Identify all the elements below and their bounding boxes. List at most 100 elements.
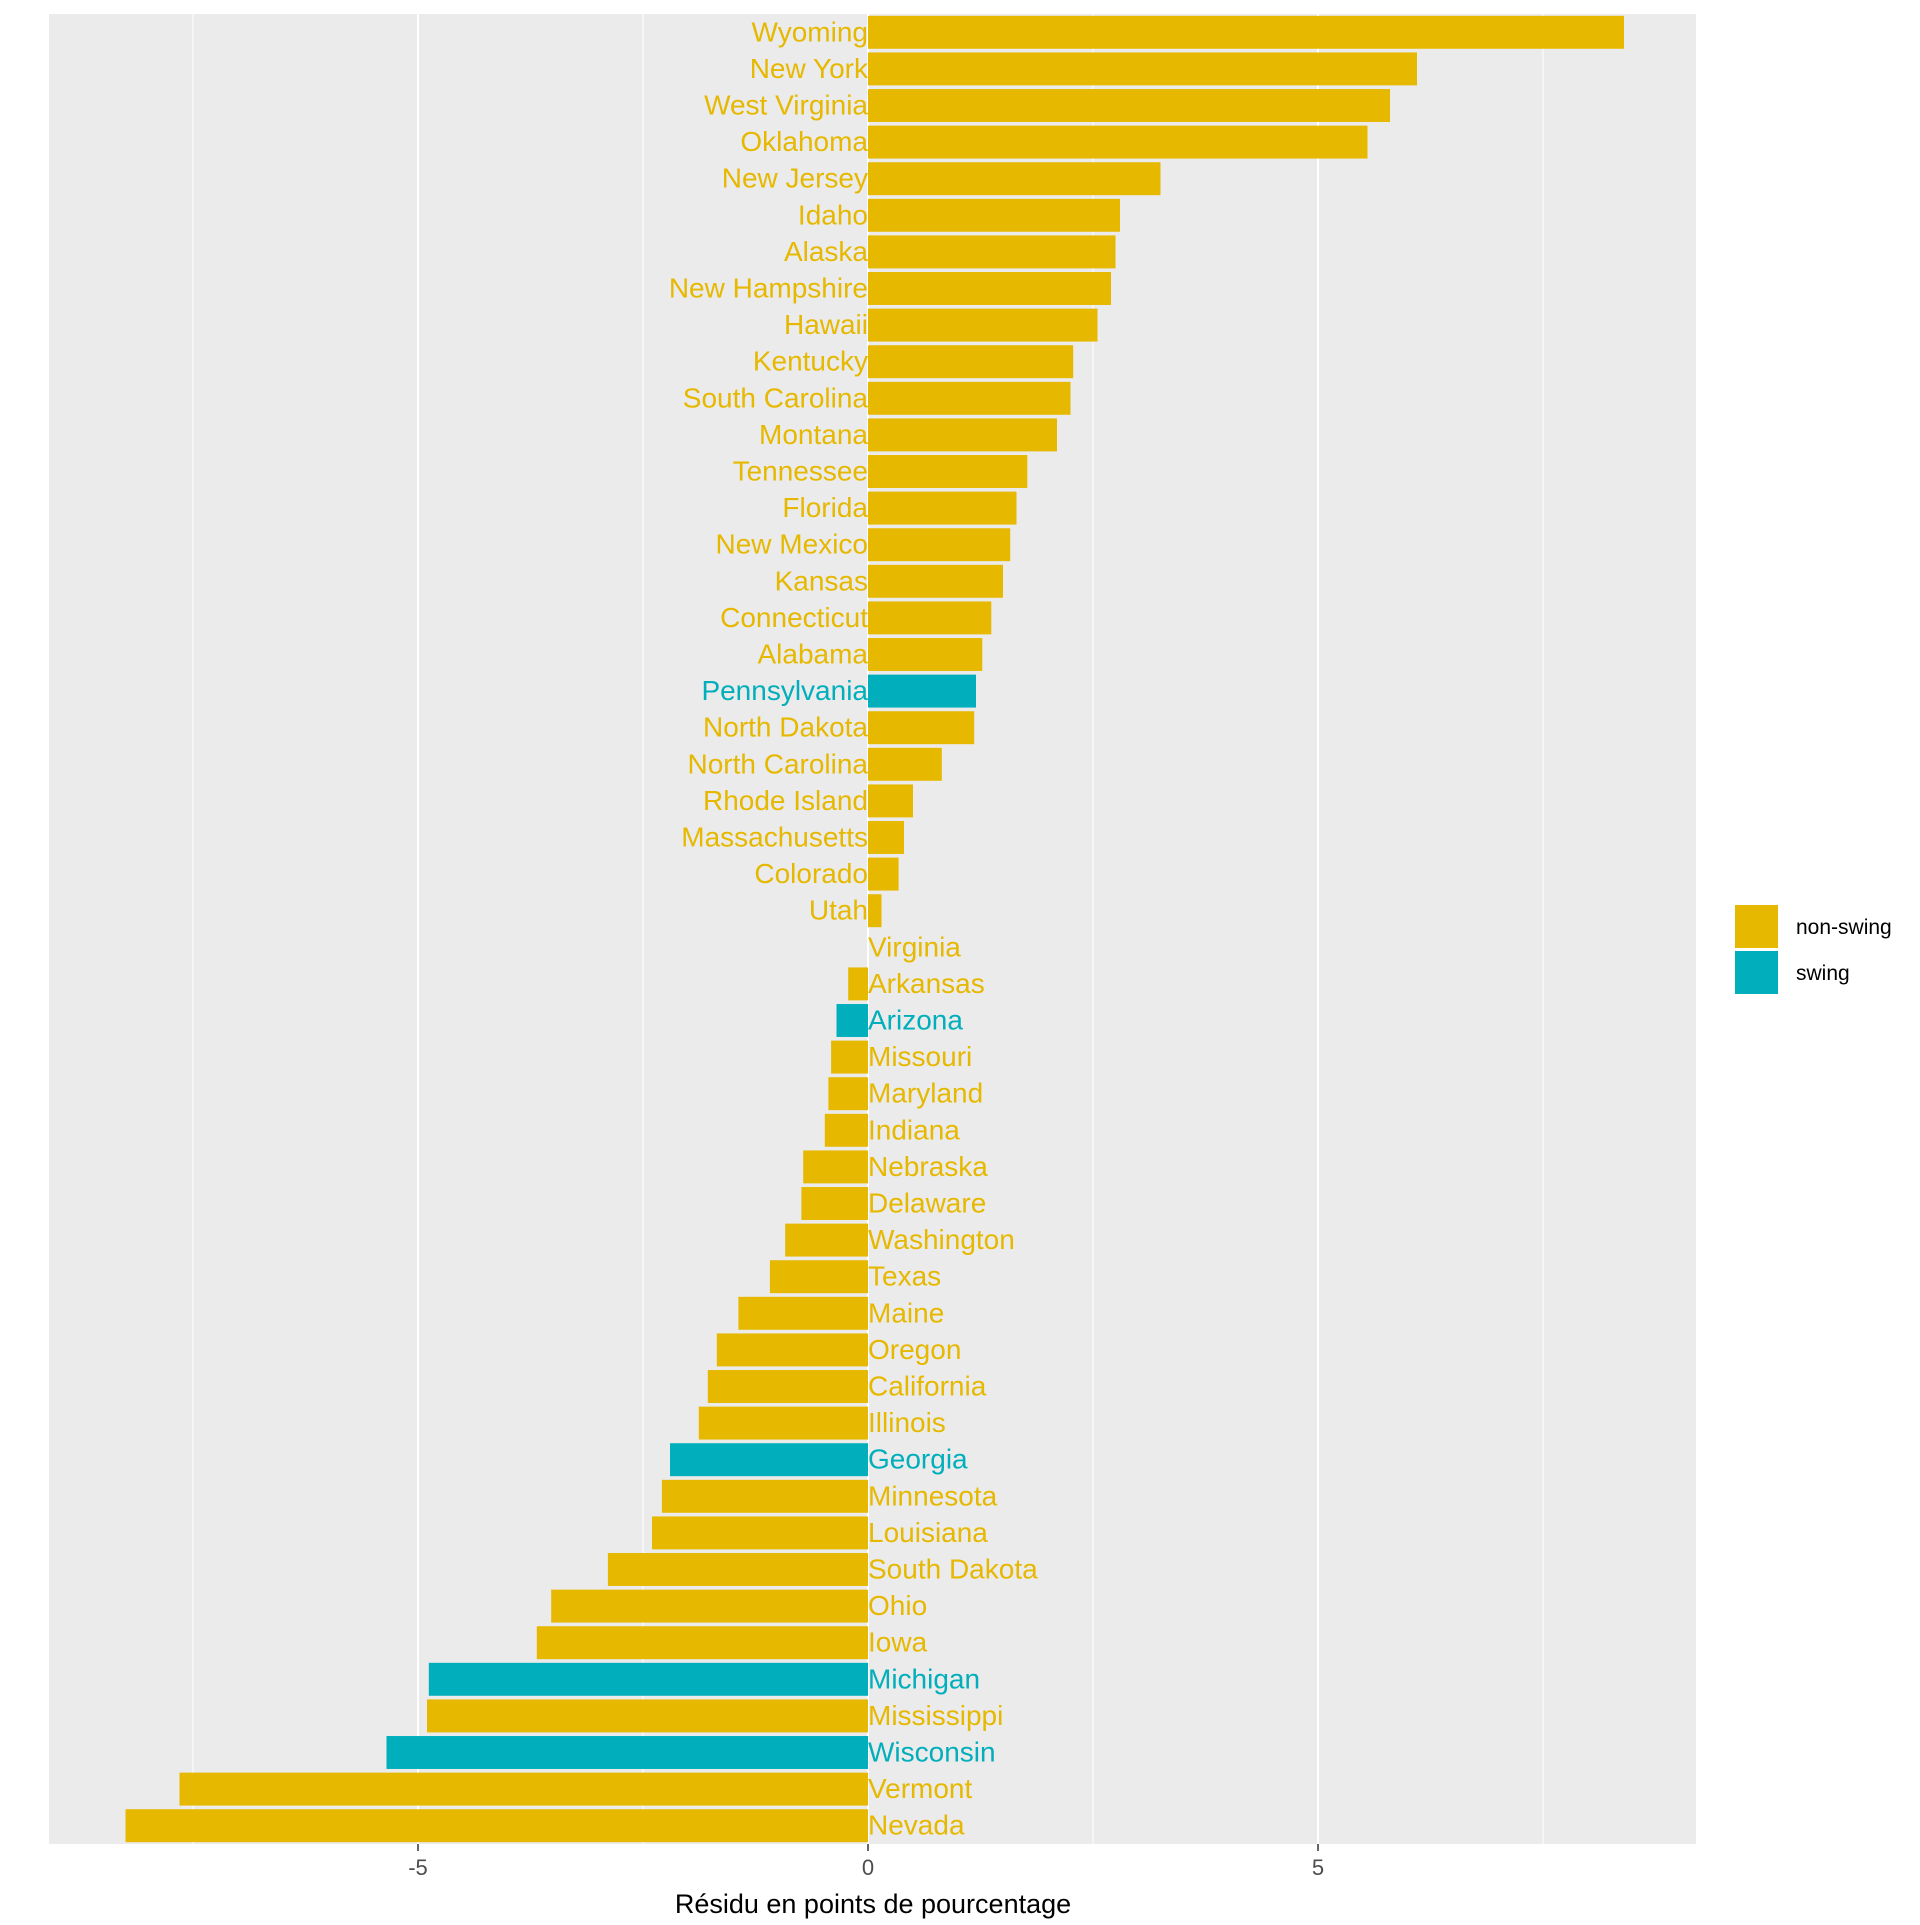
bar-north-carolina xyxy=(868,747,942,781)
bar-label: Indiana xyxy=(868,1114,960,1145)
bar-label: Washington xyxy=(868,1224,1015,1255)
bar-label: Wisconsin xyxy=(868,1737,996,1768)
bar-label: Oklahoma xyxy=(740,126,868,157)
bar-north-dakota xyxy=(868,711,975,745)
bar-montana xyxy=(868,418,1057,452)
legend-label: non-swing xyxy=(1796,916,1892,939)
bar-label: Texas xyxy=(868,1261,941,1292)
bar-nebraska xyxy=(803,1150,868,1184)
bar-label: California xyxy=(868,1371,987,1402)
bar-west-virginia xyxy=(868,89,1390,122)
x-axis-title: Résidu en points de pourcentage xyxy=(675,1889,1071,1919)
bar-kansas xyxy=(868,564,1003,598)
bar-label: North Carolina xyxy=(687,748,868,779)
bar-georgia xyxy=(670,1443,868,1477)
bar-label: Tennessee xyxy=(733,456,868,487)
bar-wyoming xyxy=(868,15,1624,49)
bar-colorado xyxy=(868,857,899,891)
bar-label: Louisiana xyxy=(868,1517,988,1548)
legend-label: swing xyxy=(1796,962,1850,985)
bar-label: New York xyxy=(750,53,869,84)
bar-label: Mississippi xyxy=(868,1700,1003,1731)
bar-south-dakota xyxy=(607,1553,868,1586)
bar-pennsylvania xyxy=(868,674,976,708)
bar-label: Kansas xyxy=(775,565,868,596)
bar-maine xyxy=(738,1296,868,1330)
bar-minnesota xyxy=(661,1479,868,1513)
bar-label: New Mexico xyxy=(716,529,868,560)
bar-nevada xyxy=(125,1809,868,1843)
bar-massachusetts xyxy=(868,821,904,854)
legend-key-swing xyxy=(1735,951,1778,994)
bar-label: Maryland xyxy=(868,1078,983,1109)
bar-label: Arizona xyxy=(868,1005,963,1036)
bar-louisiana xyxy=(652,1516,868,1550)
bar-label: West Virginia xyxy=(704,90,868,121)
bar-label: Maine xyxy=(868,1297,944,1328)
x-tick-label: -5 xyxy=(408,1855,428,1880)
bar-wisconsin xyxy=(386,1736,868,1769)
bar-label: Kentucky xyxy=(753,346,868,377)
bar-labels: Wyoming New York West Virginia Oklahoma New … xyxy=(669,16,1038,1840)
bar-arkansas xyxy=(848,967,868,1001)
bar-label: Idaho xyxy=(798,199,868,230)
bar-washington xyxy=(785,1223,868,1257)
bar-vermont xyxy=(179,1772,868,1806)
bar-label: Pennsylvania xyxy=(701,675,868,706)
bar-label: Florida xyxy=(782,492,868,523)
bar-kentucky xyxy=(868,345,1074,379)
bar-florida xyxy=(868,491,1017,525)
bar-label: Montana xyxy=(759,419,868,450)
bar-missouri xyxy=(831,1040,868,1074)
bar-new-jersey xyxy=(868,162,1161,196)
bar-label: Hawaii xyxy=(784,309,868,340)
bar-mississippi xyxy=(427,1699,868,1733)
legend-key-non-swing xyxy=(1735,905,1778,948)
bar-indiana xyxy=(824,1113,868,1147)
bar-connecticut xyxy=(868,601,992,635)
bar-label: Alabama xyxy=(757,639,868,670)
bar-label: Georgia xyxy=(868,1444,968,1475)
bar-label: New Hampshire xyxy=(669,273,868,304)
bar-new-mexico xyxy=(868,528,1011,562)
x-tick-label: 5 xyxy=(1312,1855,1324,1880)
bar-arizona xyxy=(836,1004,868,1037)
bar-alaska xyxy=(868,235,1116,269)
bar-label: Oregon xyxy=(868,1334,961,1365)
bar-label: Michigan xyxy=(868,1663,980,1694)
bar-label: Nevada xyxy=(868,1810,965,1841)
bar-rhode-island xyxy=(868,784,913,818)
bar-utah xyxy=(868,894,882,928)
bar-ohio xyxy=(551,1589,868,1623)
bar-label: Vermont xyxy=(868,1773,972,1804)
bar-label: Rhode Island xyxy=(703,785,868,816)
bar-label: Missouri xyxy=(868,1041,972,1072)
bar-label: Colorado xyxy=(754,858,868,889)
bar-delaware xyxy=(801,1187,868,1220)
x-axis: -5 0 5 xyxy=(408,1844,1324,1880)
bar-label: Iowa xyxy=(868,1627,928,1658)
bar-alabama xyxy=(868,638,983,671)
bar-idaho xyxy=(868,198,1120,232)
bar-label: Ohio xyxy=(868,1590,927,1621)
bar-texas xyxy=(769,1260,868,1294)
bar-label: New Jersey xyxy=(722,163,868,194)
bar-label: Connecticut xyxy=(720,602,868,633)
bar-maryland xyxy=(828,1077,868,1111)
bar-label: Illinois xyxy=(868,1407,946,1438)
bar-new-york xyxy=(868,52,1417,86)
bar-oklahoma xyxy=(868,125,1368,159)
bar-label: Utah xyxy=(809,895,868,926)
bar-label: Massachusetts xyxy=(681,822,868,853)
bar-california xyxy=(707,1370,868,1403)
bar-hawaii xyxy=(868,308,1098,342)
x-tick-label: 0 xyxy=(862,1855,874,1880)
bar-new-hampshire xyxy=(868,272,1111,305)
bar-south-carolina xyxy=(868,381,1071,415)
bar-illinois xyxy=(698,1406,868,1440)
bar-label: Alaska xyxy=(784,236,868,267)
bar-label: Wyoming xyxy=(752,16,868,47)
bar-iowa xyxy=(536,1626,868,1660)
